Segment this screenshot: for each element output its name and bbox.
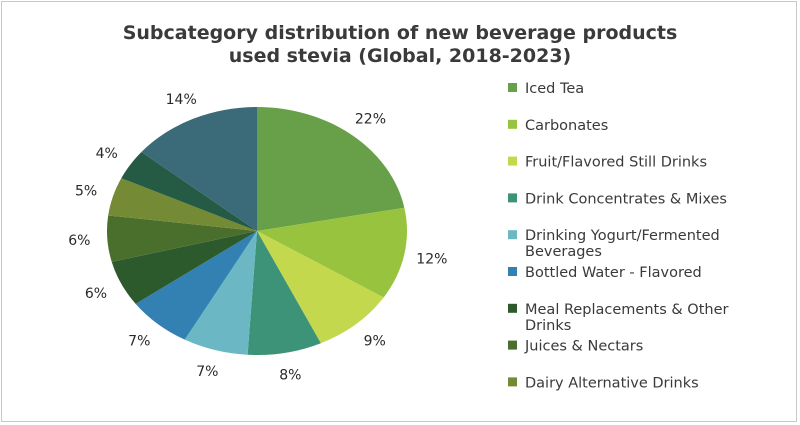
legend-swatch-5 — [508, 267, 517, 276]
pie-slice-10 — [141, 107, 257, 231]
legend-swatch-2 — [508, 156, 517, 166]
pie-slice-0 — [257, 107, 405, 231]
pie-slice-7 — [107, 215, 257, 262]
legend-swatch-4 — [508, 230, 517, 240]
pie-slice-9 — [121, 151, 257, 231]
legend-swatch-1 — [508, 119, 517, 129]
legend-label-6-line-1: Drinks — [525, 318, 571, 334]
legend-label-3: Drink Concentrates & Mixes — [525, 191, 727, 207]
legend-swatch-3 — [508, 193, 517, 203]
slice-label-8: 5% — [75, 183, 97, 199]
legend-label-2: Fruit/Flavored Still Drinks — [525, 155, 707, 171]
legend-label-1: Carbonates — [525, 118, 608, 134]
chart-title-line-1: Subcategory distribution of new beverage… — [122, 22, 678, 44]
legend-label-4-line-1: Beverages — [525, 244, 602, 260]
legend-label-4: Drinking Yogurt/Fermented — [525, 228, 720, 244]
pie-slices — [107, 107, 407, 355]
pie-slice-3 — [247, 231, 321, 355]
pie-slice-5 — [135, 231, 257, 340]
legend-swatch-0 — [508, 83, 517, 92]
slice-label-3: 8% — [279, 367, 301, 383]
chart-title: Subcategory distribution of new beverage… — [0, 22, 800, 68]
legend-label-5: Bottled Water - Flavored — [525, 265, 702, 281]
legend-label-7: Juices & Nectars — [524, 339, 643, 355]
legend-label-8: Dairy Alternative Drinks — [525, 375, 699, 391]
slice-label-4: 7% — [196, 364, 218, 380]
slice-label-6: 6% — [85, 286, 107, 302]
chart-title-line-2: used stevia (Global, 2018-2023) — [228, 45, 572, 67]
legend-label-0: Iced Tea — [525, 81, 584, 97]
pie-slice-1 — [257, 207, 407, 298]
slice-label-0: 22% — [355, 112, 386, 128]
legend-swatch-7 — [508, 340, 517, 350]
pie-slice-4 — [184, 231, 257, 355]
pie-percentage-labels: 22% 12% 9% 8% 7% 7% 6% 6% 5% 4% 14% — [68, 92, 447, 384]
chart-legend: Iced Tea Carbonates Fruit/Flavored Still D… — [508, 81, 729, 391]
slice-label-5: 7% — [128, 334, 150, 350]
slice-label-2: 9% — [364, 334, 386, 350]
legend-swatch-8 — [508, 377, 517, 387]
pie-slice-6 — [111, 231, 257, 304]
legend-label-6: Meal Replacements & Other — [525, 302, 729, 318]
pie-slice-8 — [108, 178, 257, 231]
slice-label-1: 12% — [416, 251, 447, 267]
slice-label-7: 6% — [68, 233, 90, 249]
slice-label-10: 14% — [166, 92, 197, 108]
pie-slice-2 — [257, 231, 384, 344]
legend-swatch-6 — [508, 303, 517, 313]
slice-label-9: 4% — [96, 146, 118, 162]
